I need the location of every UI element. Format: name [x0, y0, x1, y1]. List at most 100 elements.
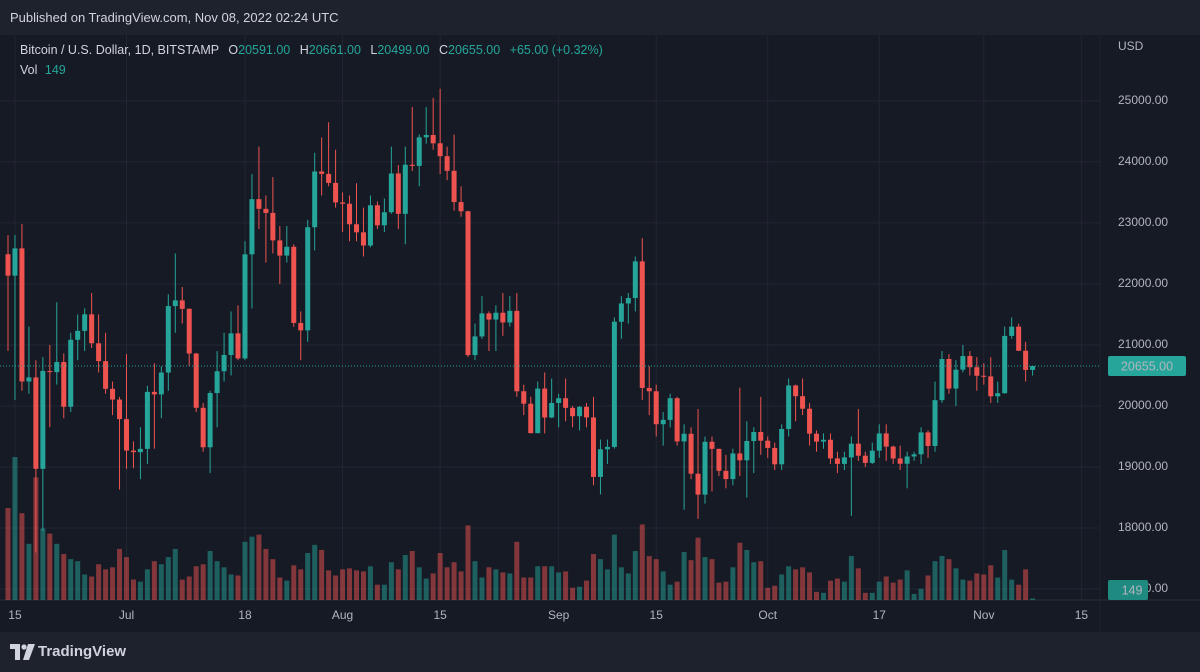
volume-bar	[1030, 598, 1036, 600]
candle-body	[507, 310, 513, 323]
volume-bar	[807, 572, 813, 600]
candle-body	[681, 433, 687, 442]
volume-bar	[395, 569, 401, 600]
x-tick-label: Sep	[548, 608, 570, 622]
candle-body	[814, 433, 820, 442]
candle-body	[117, 399, 123, 420]
volume-bar	[172, 548, 178, 600]
candle-body	[563, 398, 569, 408]
volume-bar	[333, 575, 339, 600]
candle-body	[340, 202, 346, 204]
volume-bar	[430, 573, 436, 600]
volume-bar	[179, 579, 185, 600]
volume-bar	[277, 577, 283, 600]
candle-body	[981, 375, 987, 377]
candle-body	[953, 369, 959, 389]
candle-body	[458, 202, 464, 212]
x-tick-label: 18	[238, 608, 252, 622]
candle-body	[960, 356, 966, 370]
candle-body	[988, 376, 994, 397]
candle-body	[270, 212, 276, 241]
volume-value: 149	[44, 63, 66, 77]
volume-bar	[744, 549, 750, 600]
volume-bar	[667, 584, 673, 600]
volume-bar	[883, 576, 889, 600]
legend-value: 20655.00	[448, 43, 501, 57]
volume-bar	[716, 582, 722, 600]
candle-body	[695, 473, 701, 495]
candle-body	[974, 367, 980, 376]
volume-bar	[625, 573, 631, 600]
candle-body	[256, 199, 262, 209]
volume-bar	[653, 559, 659, 600]
volume-bar	[263, 548, 269, 600]
change: +65.00 (+0.32%)	[509, 43, 603, 57]
volume-bar	[549, 566, 555, 600]
volume-bar	[737, 542, 743, 600]
volume-bar	[563, 571, 569, 600]
candle-body	[521, 391, 527, 404]
candle-body	[869, 450, 875, 463]
candle-body	[660, 419, 666, 425]
candle-body	[165, 306, 171, 373]
candle-body	[709, 441, 715, 449]
candle-body	[242, 254, 248, 359]
candle-body	[556, 398, 562, 403]
candle-body	[1030, 366, 1036, 370]
candle-body	[151, 391, 157, 395]
candle-body	[730, 453, 736, 480]
candle-body	[765, 440, 771, 448]
legend-value: 20499.00	[377, 43, 430, 57]
volume-bar	[40, 528, 46, 600]
last-volume-box	[1108, 580, 1148, 600]
volume-bar	[688, 560, 694, 600]
volume-bar	[639, 524, 645, 600]
volume-bar	[374, 584, 380, 600]
candle-body	[604, 446, 610, 450]
candle-body	[137, 448, 143, 453]
volume-bar	[1009, 579, 1015, 600]
candle-body	[172, 300, 178, 307]
candle-body	[486, 313, 492, 320]
volume-bar	[19, 513, 25, 600]
candle-body	[298, 322, 304, 331]
candle-body	[779, 428, 785, 465]
candle-body	[834, 458, 840, 464]
brand: TradingView	[38, 643, 127, 660]
legend-value: 20661.00	[308, 43, 361, 57]
volume-bar	[284, 580, 290, 600]
volume-bar	[709, 559, 715, 600]
volume-bar	[611, 534, 617, 600]
volume-bar	[695, 537, 701, 600]
candle-body	[354, 224, 359, 233]
volume-bar	[604, 569, 610, 600]
volume-bar	[256, 534, 262, 600]
x-tick-label: Jul	[119, 608, 134, 622]
candle-body	[68, 339, 74, 407]
candle-body	[1023, 350, 1029, 370]
volume-bar	[925, 575, 931, 600]
volume-bar	[570, 587, 576, 600]
y-tick-label: 18000.00	[1118, 520, 1168, 534]
volume-bar	[340, 569, 346, 600]
candle-body	[19, 248, 25, 382]
volume-bar	[451, 562, 457, 600]
ohlc-row: Bitcoin / U.S. Dollar, 1D, BITSTAMP O205…	[20, 40, 603, 60]
volume-bar	[514, 541, 520, 600]
candle-body	[751, 432, 757, 441]
candle-body	[193, 353, 199, 408]
candle-body	[89, 314, 95, 344]
volume-bar	[12, 457, 18, 600]
volume-bar	[535, 566, 541, 600]
candle-body	[26, 377, 32, 382]
candle-body	[584, 406, 590, 418]
volume-bar	[26, 543, 32, 600]
candle-body	[674, 398, 680, 442]
candle-body	[737, 453, 743, 461]
candle-body	[158, 372, 164, 395]
volume-bar	[5, 508, 11, 600]
volume-bar	[165, 557, 171, 600]
candle-body	[130, 450, 136, 453]
volume-bar	[841, 581, 847, 600]
